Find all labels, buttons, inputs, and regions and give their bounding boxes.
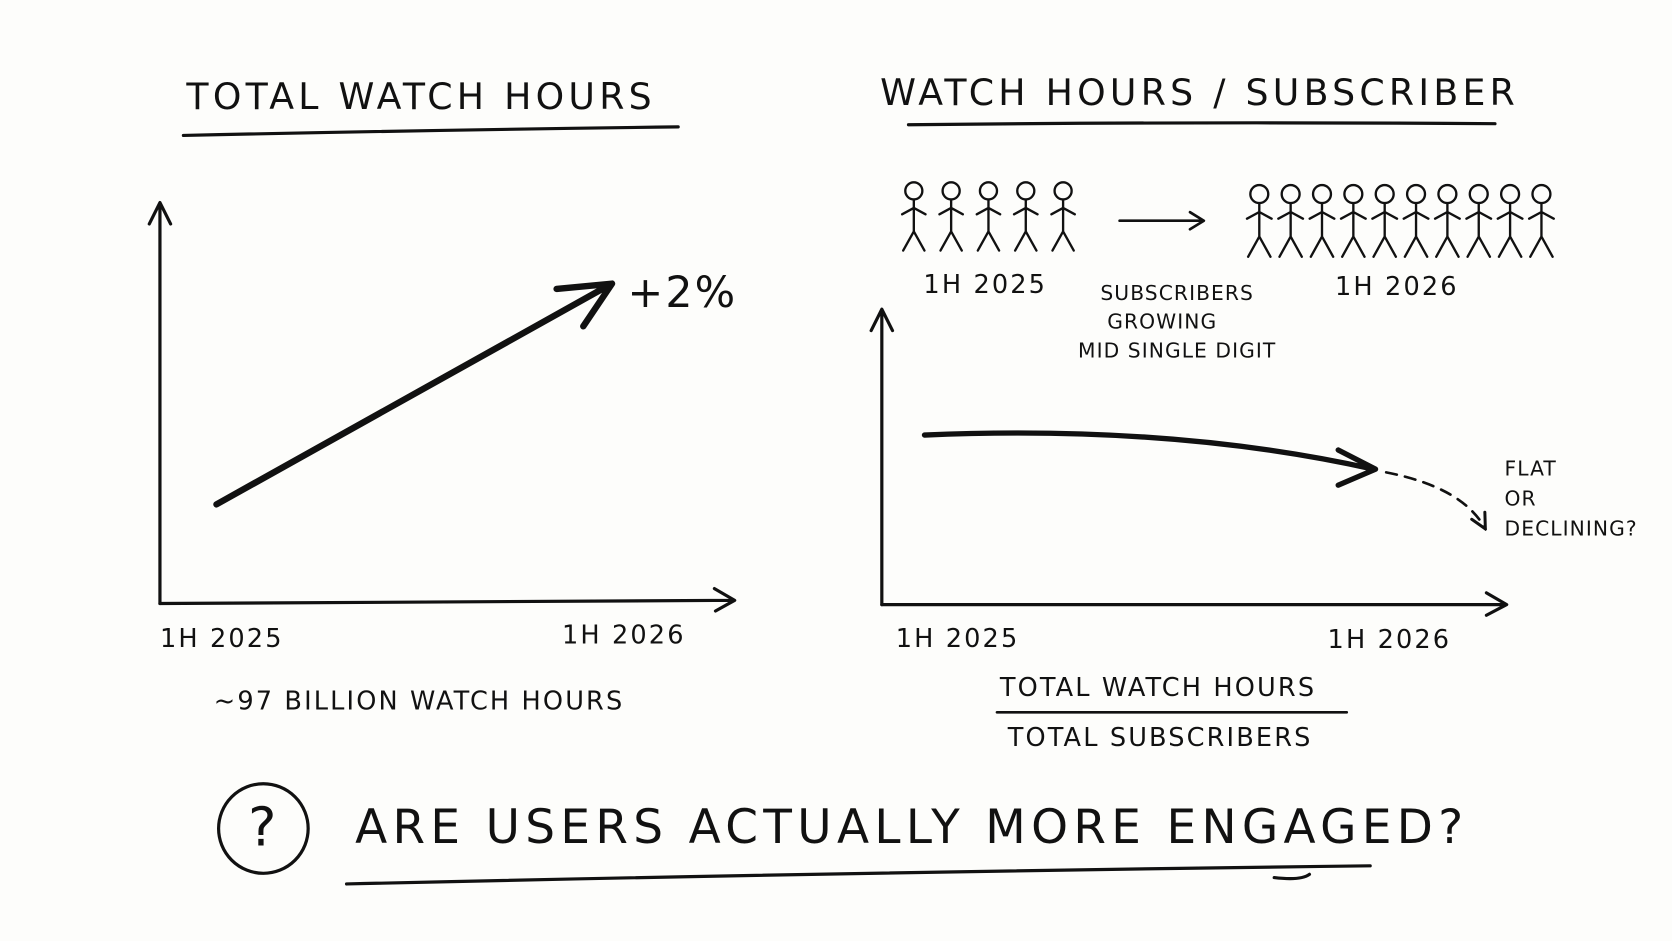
right-title: WATCH HOURS / SUBSCRIBER <box>880 71 1519 114</box>
underline <box>181 125 680 138</box>
person-icon <box>1308 183 1336 258</box>
person-icon <box>1012 181 1039 252</box>
person-icon <box>1402 183 1430 258</box>
y-axis <box>869 307 895 607</box>
y-axis <box>147 200 173 606</box>
person-icon <box>1245 183 1273 258</box>
x-label: 1H 2025 <box>160 624 284 654</box>
left-title: TOTAL WATCH HOURS <box>185 75 656 118</box>
subscriber-note: MID SINGLE DIGIT <box>1078 338 1276 362</box>
person-icon <box>1371 183 1399 258</box>
person-icon <box>1433 183 1461 258</box>
person-icon <box>1527 183 1555 258</box>
canvas: TOTAL WATCH HOURS +2% 1H 2025 1H 2026 ~9… <box>147 71 1638 886</box>
x-label: 1H 2025 <box>896 624 1020 654</box>
people-label: 1H 2026 <box>1335 272 1459 302</box>
people-group <box>900 181 1077 252</box>
trend-arrow <box>921 430 1379 488</box>
underline <box>906 121 1497 127</box>
x-axis <box>880 591 1509 617</box>
person-icon <box>1496 183 1524 258</box>
person-icon <box>1339 183 1367 258</box>
x-label: 1H 2026 <box>1328 625 1452 655</box>
formula-denominator: TOTAL SUBSCRIBERS <box>1007 723 1313 753</box>
trend-note: OR <box>1505 487 1537 511</box>
person-icon <box>1050 181 1077 252</box>
people-group <box>1245 183 1555 258</box>
person-icon <box>900 181 927 252</box>
trend-note: DECLINING? <box>1505 516 1638 540</box>
underline <box>344 864 1372 886</box>
person-icon <box>938 181 965 252</box>
change-label: +2% <box>628 268 738 318</box>
question-circle <box>216 782 310 875</box>
people-label: 1H 2025 <box>923 270 1047 300</box>
person-icon <box>975 181 1002 252</box>
subscriber-note: GROWING <box>1107 310 1217 334</box>
person-icon <box>1465 183 1493 258</box>
x-label: 1H 2026 <box>562 621 686 651</box>
subscriber-note: SUBSCRIBERS <box>1100 281 1254 305</box>
growth-arrow <box>213 280 616 508</box>
x-axis <box>158 586 737 613</box>
question-icon: ? <box>248 796 278 858</box>
question-text: ARE USERS ACTUALLY MORE ENGAGED? <box>355 800 1468 855</box>
arrow <box>1118 210 1206 231</box>
trend-note: FLAT <box>1505 457 1557 481</box>
formula-numerator: TOTAL WATCH HOURS <box>999 673 1316 703</box>
person-icon <box>1277 183 1305 258</box>
projection-arrow <box>1384 471 1485 529</box>
note: ~97 BILLION WATCH HOURS <box>214 687 625 717</box>
